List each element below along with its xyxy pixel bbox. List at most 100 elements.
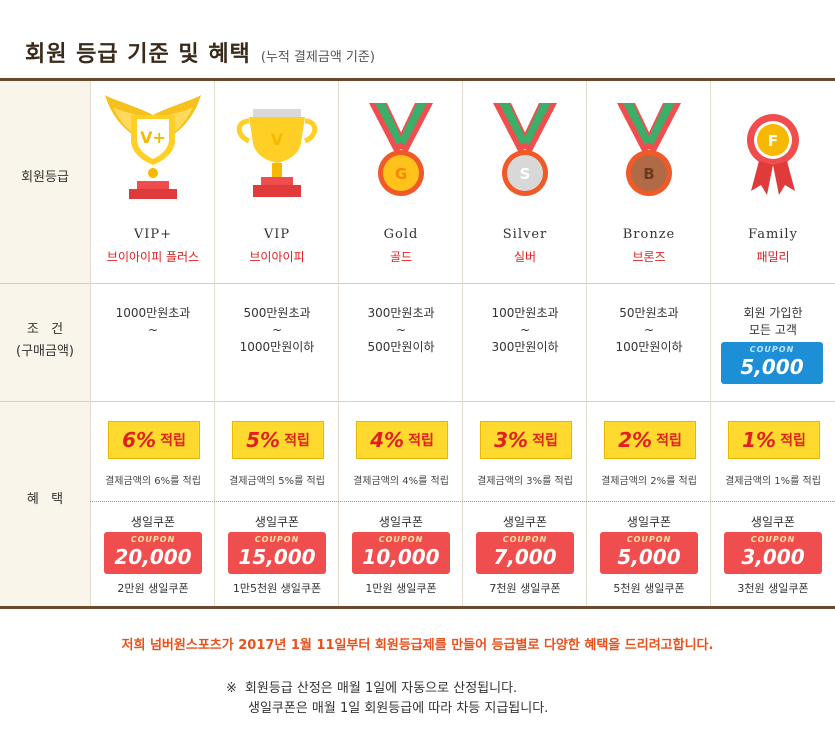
footnote: ※ 회원등급 산정은 매월 1일에 자동으로 산정됩니다. 생일쿠폰은 매월 1일… <box>226 679 548 719</box>
row-divider <box>0 401 835 402</box>
coupon-label: COUPON <box>130 535 176 544</box>
grade-name-en: Gold <box>383 227 419 242</box>
birthday-coupon: COUPON 3,000 <box>724 532 826 574</box>
row-label-condition-sub: (구매금액) <box>16 344 74 359</box>
condition-line-2: ~ <box>147 323 159 337</box>
birthday-coupon-desc: 2만원 생일쿠폰 <box>117 582 189 595</box>
condition-line-1: 300만원초과 <box>367 306 435 320</box>
page-title: 회원 등급 기준 및 혜택 <box>25 42 251 67</box>
grade-column-silver: S Silver 실버 100만원초과 ~ 300만원이하 3% 적립 결제금액… <box>463 81 587 606</box>
birthday-coupon-label: 생일쿠폰 <box>130 515 176 529</box>
coupon-value: 20,000 <box>114 545 192 569</box>
svg-text:V+: V+ <box>140 128 166 147</box>
grade-name-en: Silver <box>502 227 548 242</box>
birthday-coupon: COUPON 15,000 <box>228 532 330 574</box>
grade-column-gold: G Gold 골드 300만원초과 ~ 500만원이하 4% 적립 결제금액의 … <box>339 81 463 606</box>
reward-description: 결제금액의 6%를 적립 <box>105 476 201 487</box>
bronze-medal-icon: B <box>617 103 681 196</box>
note-line-1: 회원등급 산정은 매월 1일에 자동으로 산정됩니다. <box>244 681 518 696</box>
row-label-benefit: 혜 택 <box>26 492 64 507</box>
birthday-coupon-label: 생일쿠폰 <box>626 515 672 529</box>
benefit-dotted-divider <box>90 501 835 502</box>
reward-text: 적립 <box>160 433 186 449</box>
condition-line-3: 1000만원이하 <box>239 340 315 354</box>
birthday-coupon-desc: 1만원 생일쿠폰 <box>365 582 437 595</box>
reward-badge: 3% 적립 <box>480 421 572 459</box>
trophy-cup-icon: V <box>236 109 318 197</box>
condition-line-2: 모든 고객 <box>749 323 797 337</box>
signup-coupon: COUPON 5,000 <box>721 342 827 384</box>
reward-text: 적립 <box>656 433 682 449</box>
condition-line-1: 50만원초과 <box>619 306 679 320</box>
coupon-value: 5,000 <box>740 355 804 379</box>
reward-percent: 3% <box>494 428 529 452</box>
coupon-label: COUPON <box>378 535 424 544</box>
condition-line-1: 500만원초과 <box>243 306 311 320</box>
birthday-coupon: COUPON 20,000 <box>104 532 206 574</box>
reward-percent: 6% <box>122 428 157 452</box>
col-divider <box>338 81 339 606</box>
row-label-grade: 회원등급 <box>21 170 69 185</box>
svg-text:B: B <box>643 165 654 183</box>
svg-text:S: S <box>520 165 531 183</box>
condition-line-2: ~ <box>519 323 531 337</box>
reward-text: 적립 <box>408 433 434 449</box>
grade-condition: 1000만원초과 ~ <box>91 305 215 339</box>
condition-line-2: ~ <box>395 323 407 337</box>
condition-line-3: 100만원이하 <box>615 340 683 354</box>
grade-column-vip-plus: V+ VIP+ 브이아이피 플러스 1000만원초과 ~ 6% 적립 결제금액의… <box>91 81 215 606</box>
grade-name-ko: 실버 <box>513 250 537 264</box>
condition-line-2: ~ <box>271 323 283 337</box>
reward-percent: 5% <box>246 428 281 452</box>
row-label-condition: 조 건 <box>26 322 64 337</box>
silver-medal-icon: S <box>493 103 557 196</box>
reward-badge: 6% 적립 <box>108 421 200 459</box>
grade-name-ko: 골드 <box>389 250 413 264</box>
grade-condition: 500만원초과 ~ 1000만원이하 <box>215 305 339 356</box>
page-subtitle: (누적 결제금액 기준) <box>260 50 375 65</box>
note-mark: ※ <box>226 681 237 696</box>
grade-table: 회원등급 조 건 (구매금액) 혜 택 V+ VIP+ 브이아이피 플러스 10… <box>0 81 835 606</box>
grade-name-en: Family <box>748 227 798 242</box>
condition-line-3: 300만원이하 <box>491 340 559 354</box>
condition-line-1: 회원 가입한 <box>743 306 803 320</box>
bottom-rule <box>0 606 835 609</box>
row-header-column <box>0 81 90 606</box>
col-divider <box>462 81 463 606</box>
grade-name-en: Bronze <box>622 227 676 242</box>
birthday-coupon: COUPON 5,000 <box>600 532 702 574</box>
reward-percent: 2% <box>618 428 653 452</box>
grade-column-family: F Family 패밀리 회원 가입한 모든 고객 COUPON 5,000 1… <box>711 81 835 606</box>
birthday-coupon-label: 생일쿠폰 <box>378 515 424 529</box>
coupon-value: 3,000 <box>741 545 805 569</box>
col-divider <box>90 81 91 606</box>
reward-badge: 2% 적립 <box>604 421 696 459</box>
coupon-label: COUPON <box>254 535 300 544</box>
reward-text: 적립 <box>780 433 806 449</box>
grade-condition: 100만원초과 ~ 300만원이하 <box>463 305 587 356</box>
reward-description: 결제금액의 4%를 적립 <box>353 476 449 487</box>
svg-text:F: F <box>768 132 778 150</box>
top-rule <box>0 78 835 81</box>
reward-percent: 1% <box>742 428 777 452</box>
winged-trophy-icon: V+ <box>105 95 201 199</box>
reward-description: 결제금액의 1%를 적립 <box>725 476 821 487</box>
condition-line-3: 500만원이하 <box>367 340 435 354</box>
coupon-value: 15,000 <box>238 545 316 569</box>
reward-text: 적립 <box>532 433 558 449</box>
svg-text:V: V <box>271 130 284 149</box>
birthday-coupon-label: 생일쿠폰 <box>750 515 796 529</box>
condition-line-2: ~ <box>643 323 655 337</box>
note-line-2: 생일쿠폰은 매월 1일 회원등급에 따라 차등 지급됩니다. <box>248 701 549 716</box>
grade-name-ko: 브이아이피 <box>249 250 305 264</box>
birthday-coupon-desc: 5천원 생일쿠폰 <box>613 582 685 595</box>
col-divider <box>214 81 215 606</box>
col-divider <box>710 81 711 606</box>
coupon-value: 7,000 <box>493 545 557 569</box>
grade-condition: 50만원초과 ~ 100만원이하 <box>587 305 711 356</box>
coupon-value: 5,000 <box>617 545 681 569</box>
birthday-coupon-desc: 7천원 생일쿠폰 <box>489 582 561 595</box>
birthday-coupon-label: 생일쿠폰 <box>254 515 300 529</box>
birthday-coupon-desc: 1만5천원 생일쿠폰 <box>232 582 322 595</box>
reward-badge: 1% 적립 <box>728 421 820 459</box>
